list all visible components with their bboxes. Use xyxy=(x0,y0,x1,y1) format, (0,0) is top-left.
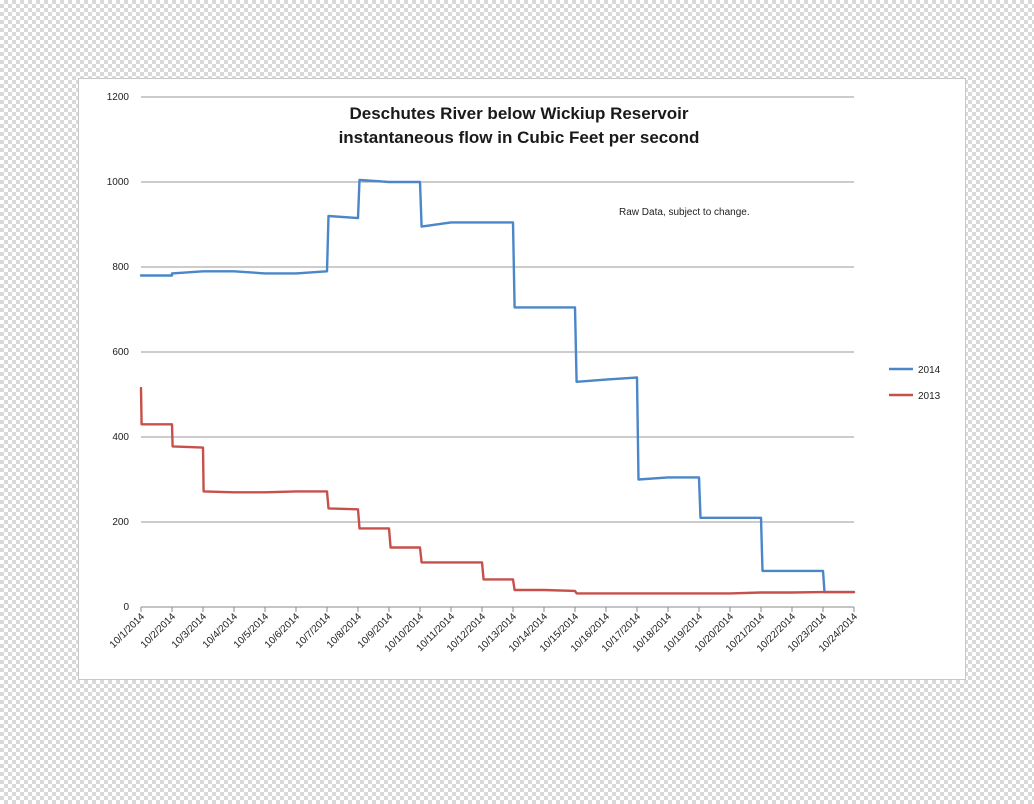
y-tick-label: 0 xyxy=(123,602,129,613)
chart-subtitle: instantaneous flow in Cubic Feet per sec… xyxy=(339,128,700,147)
y-tick-label: 200 xyxy=(112,517,129,528)
chart: 0 200 400 600 800 1000 1200 10/1/201410/2/2014… xyxy=(107,92,941,655)
chart-annotation: Raw Data, subject to change. xyxy=(619,207,750,218)
legend: 2014 2013 xyxy=(889,365,941,402)
series-line-2014 xyxy=(139,178,856,594)
y-tick-label: 400 xyxy=(112,432,129,443)
legend-label-2013: 2013 xyxy=(918,391,941,402)
y-tick-label: 1200 xyxy=(107,92,130,103)
series-lines xyxy=(139,178,856,595)
chart-title: Deschutes River below Wickiup Reservoir xyxy=(349,104,688,123)
y-axis-ticks: 0 200 400 600 800 1000 1200 xyxy=(107,92,130,613)
y-tick-label: 600 xyxy=(112,347,129,358)
chart-panel: 0 200 400 600 800 1000 1200 10/1/2014 10/2/2014… xyxy=(78,78,966,680)
y-tick-label: 800 xyxy=(112,262,129,273)
series-line-2013 xyxy=(139,386,856,595)
gridlines xyxy=(141,96,854,523)
y-tick-label: 1000 xyxy=(107,177,130,188)
x-axis-ticks: 10/1/201410/2/201410/3/201410/4/201410/5… xyxy=(108,607,860,655)
legend-label-2014: 2014 xyxy=(918,365,941,376)
